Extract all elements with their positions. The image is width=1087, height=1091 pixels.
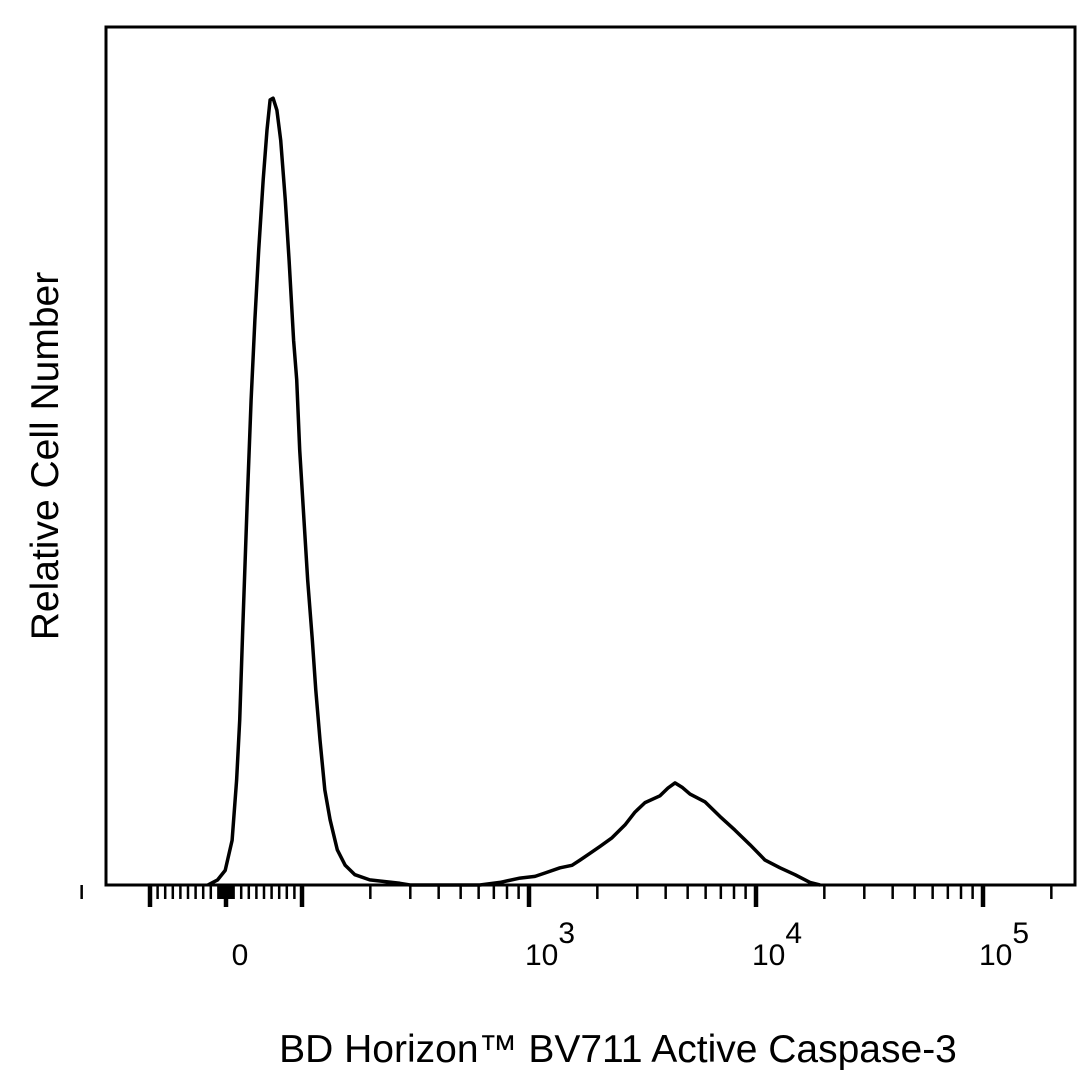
- histogram-line: [206, 96, 821, 887]
- x-tick-label: 104: [752, 917, 802, 972]
- x-axis-label: BD Horizon™ BV711 Active Caspase-3: [279, 1028, 957, 1071]
- x-tick-label: 105: [979, 917, 1029, 972]
- x-tick-label: 103: [525, 917, 575, 972]
- plot-frame: [104, 25, 1077, 887]
- x-axis-tick-labels: 0 103 104 105: [232, 917, 1029, 972]
- y-axis-label: Relative Cell Number: [24, 272, 67, 640]
- x-tick-label: 0: [232, 939, 249, 972]
- x-axis-ticks: [80, 885, 1053, 907]
